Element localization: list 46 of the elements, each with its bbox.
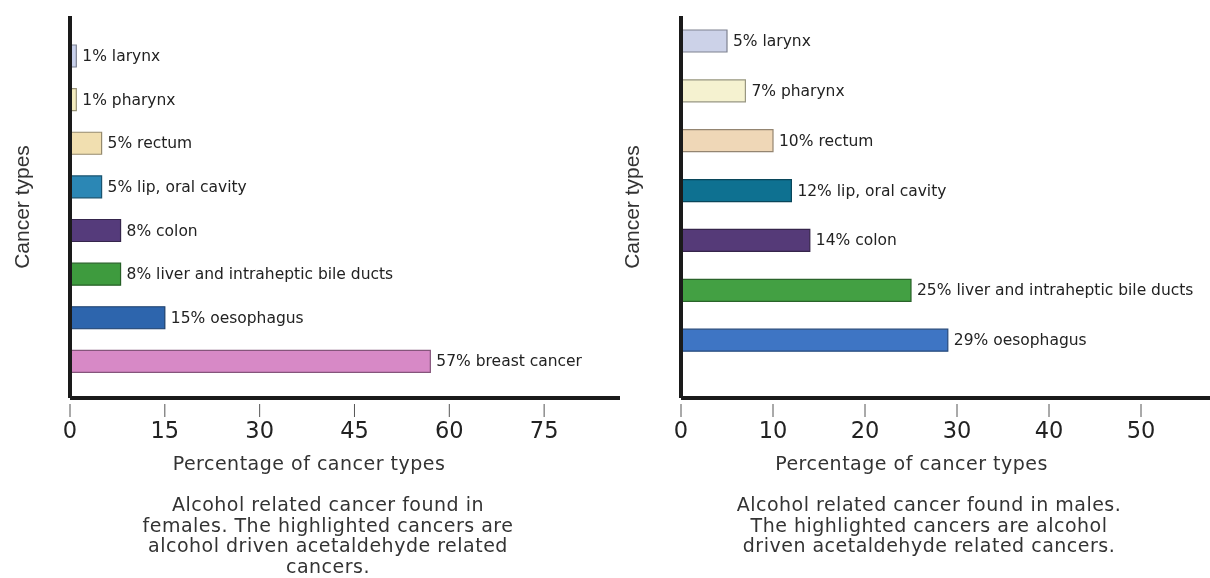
y-axis-title: Cancer types — [619, 145, 643, 269]
data-label: 8% colon — [126, 221, 198, 240]
data-label: 7% pharynx — [751, 81, 845, 100]
bar — [681, 228, 811, 253]
data-label: 25% liver and intraheptic bile ducts — [917, 281, 1194, 300]
bar — [70, 131, 103, 155]
bar — [681, 29, 728, 53]
bar — [681, 278, 912, 302]
x-tick-label: 0 — [673, 417, 689, 443]
data-label: 57% breast cancer — [436, 352, 583, 371]
bar — [70, 218, 122, 243]
data-label: 5% lip, oral cavity — [107, 177, 247, 196]
bar — [70, 175, 103, 199]
data-label: 10% rectum — [779, 131, 874, 150]
data-label: 5% larynx — [733, 32, 811, 50]
x-tick-label: 75 — [529, 417, 559, 443]
bar — [70, 349, 431, 373]
x-tick-label: 60 — [434, 417, 464, 443]
x-tick-label: 30 — [942, 417, 972, 443]
x-tick-label: 0 — [62, 417, 78, 443]
data-label: 29% oesophagus — [953, 331, 1087, 350]
bar — [681, 79, 746, 103]
x-tick-label: 50 — [1126, 417, 1156, 443]
x-tick-label: 30 — [245, 417, 274, 443]
data-label: 1% pharynx — [82, 90, 176, 109]
data-label: 1% larynx — [82, 47, 161, 65]
x-tick-label: 40 — [1034, 417, 1064, 443]
text: Alcohol related cancer found in males. The highlighted cancers are alcohol driven acetaldehyde related cancers. — [735, 493, 1123, 556]
x-tick-label: 10 — [758, 417, 788, 443]
x-axis-title: Percentage of cancer types — [172, 452, 446, 474]
x-tick-label: 15 — [150, 417, 180, 443]
y-axis-title: Cancer types — [9, 145, 33, 269]
text: Alcohol related cancer found in females. The highlighted cancers are alcohol driven acetaldehyde related cancers. — [141, 493, 515, 577]
data-label: 8% liver and intraheptic bile ducts — [126, 265, 394, 284]
bar — [681, 178, 792, 203]
data-label: 14% colon — [815, 231, 897, 250]
bar — [681, 129, 774, 153]
data-label: 5% rectum — [107, 134, 193, 153]
data-label: 12% lip, oral cavity — [797, 181, 947, 200]
bar — [70, 262, 122, 286]
bar — [681, 328, 949, 352]
bar — [70, 306, 166, 330]
x-tick-label: 20 — [850, 417, 880, 443]
data-label: 15% oesophagus — [170, 308, 304, 327]
x-tick-label: 45 — [340, 417, 369, 443]
x-axis-title: Percentage of cancer types — [775, 452, 1048, 474]
